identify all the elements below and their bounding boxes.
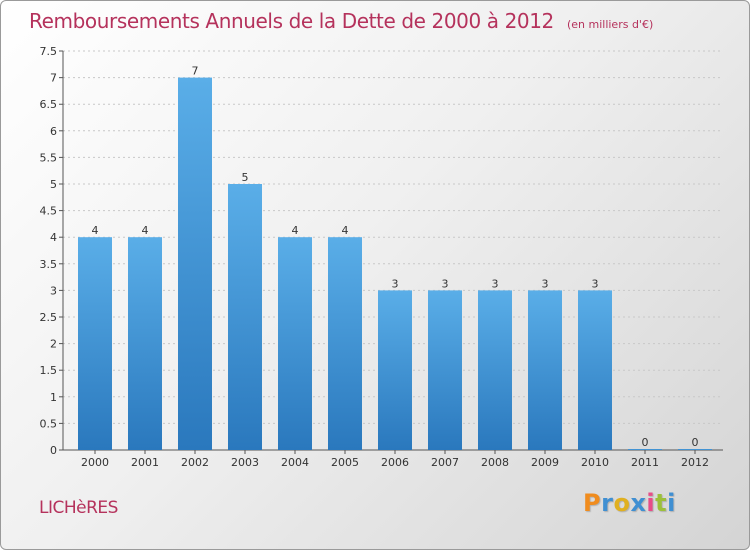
bar-value-label: 3 xyxy=(492,277,499,290)
chart-title-block: Remboursements Annuels de la Dette de 20… xyxy=(29,9,653,33)
x-tick-label: 2007 xyxy=(431,456,459,469)
x-tick-label: 2012 xyxy=(681,456,709,469)
y-tick-label: 3.5 xyxy=(40,258,58,271)
y-tick-label: 1.5 xyxy=(40,364,58,377)
y-tick-label: 4.5 xyxy=(40,205,58,218)
x-tick-label: 2006 xyxy=(381,456,409,469)
x-tick-label: 2002 xyxy=(181,456,209,469)
x-tick-label: 2011 xyxy=(631,456,659,469)
bar-value-label: 0 xyxy=(642,436,649,449)
logo-letter: P xyxy=(583,489,602,517)
y-tick-label: 6.5 xyxy=(40,98,58,111)
commune-name: LICHèRES xyxy=(39,498,118,518)
chart-unit: (en milliers d'€) xyxy=(566,18,654,31)
y-tick-label: 3 xyxy=(50,284,57,297)
bar-value-label: 7 xyxy=(192,65,199,78)
bar xyxy=(678,449,712,450)
y-tick-label: 1 xyxy=(50,391,57,404)
bar xyxy=(128,237,162,450)
y-tick-label: 2 xyxy=(50,338,57,351)
bar xyxy=(178,77,212,450)
bar-value-label: 3 xyxy=(542,277,549,290)
bar xyxy=(278,237,312,450)
y-tick-label: 7 xyxy=(50,72,57,85)
bar xyxy=(378,290,412,450)
bar xyxy=(578,290,612,450)
y-tick-label: 2.5 xyxy=(40,311,58,324)
x-tick-label: 2001 xyxy=(131,456,159,469)
y-tick-label: 5 xyxy=(50,178,57,191)
chart-title: Remboursements Annuels de la Dette de 20… xyxy=(29,9,554,33)
logo-letter: t xyxy=(655,489,668,517)
x-tick-label: 2010 xyxy=(581,456,609,469)
bar-value-label: 4 xyxy=(342,224,349,237)
bar-value-label: 5 xyxy=(242,171,249,184)
x-tick-label: 2004 xyxy=(281,456,309,469)
y-tick-label: 0.5 xyxy=(40,417,58,430)
x-tick-label: 2005 xyxy=(331,456,359,469)
bar xyxy=(628,449,662,450)
proxiti-logo: Proxiti xyxy=(583,489,676,517)
y-tick-label: 0 xyxy=(50,444,57,457)
bar xyxy=(328,237,362,450)
y-tick-label: 5.5 xyxy=(40,151,58,164)
bar xyxy=(528,290,562,450)
y-tick-label: 4 xyxy=(50,231,57,244)
logo-letter: x xyxy=(630,489,647,517)
bar xyxy=(228,184,262,450)
bar-value-label: 4 xyxy=(292,224,299,237)
logo-letter: o xyxy=(613,489,631,517)
logo-letter: i xyxy=(646,489,656,517)
bar xyxy=(428,290,462,450)
y-tick-label: 6 xyxy=(50,125,57,138)
bar xyxy=(78,237,112,450)
y-tick-label: 7.5 xyxy=(40,45,58,58)
bar-value-label: 3 xyxy=(592,277,599,290)
bar-value-label: 3 xyxy=(392,277,399,290)
bar xyxy=(478,290,512,450)
bar-value-label: 4 xyxy=(92,224,99,237)
x-tick-label: 2009 xyxy=(531,456,559,469)
x-tick-label: 2008 xyxy=(481,456,509,469)
bar-value-label: 0 xyxy=(692,436,699,449)
logo-letter: i xyxy=(667,489,676,517)
logo-letter: r xyxy=(601,489,614,517)
x-tick-label: 2003 xyxy=(231,456,259,469)
bar-value-label: 4 xyxy=(142,224,149,237)
x-tick-label: 2000 xyxy=(81,456,109,469)
bar-value-label: 3 xyxy=(442,277,449,290)
